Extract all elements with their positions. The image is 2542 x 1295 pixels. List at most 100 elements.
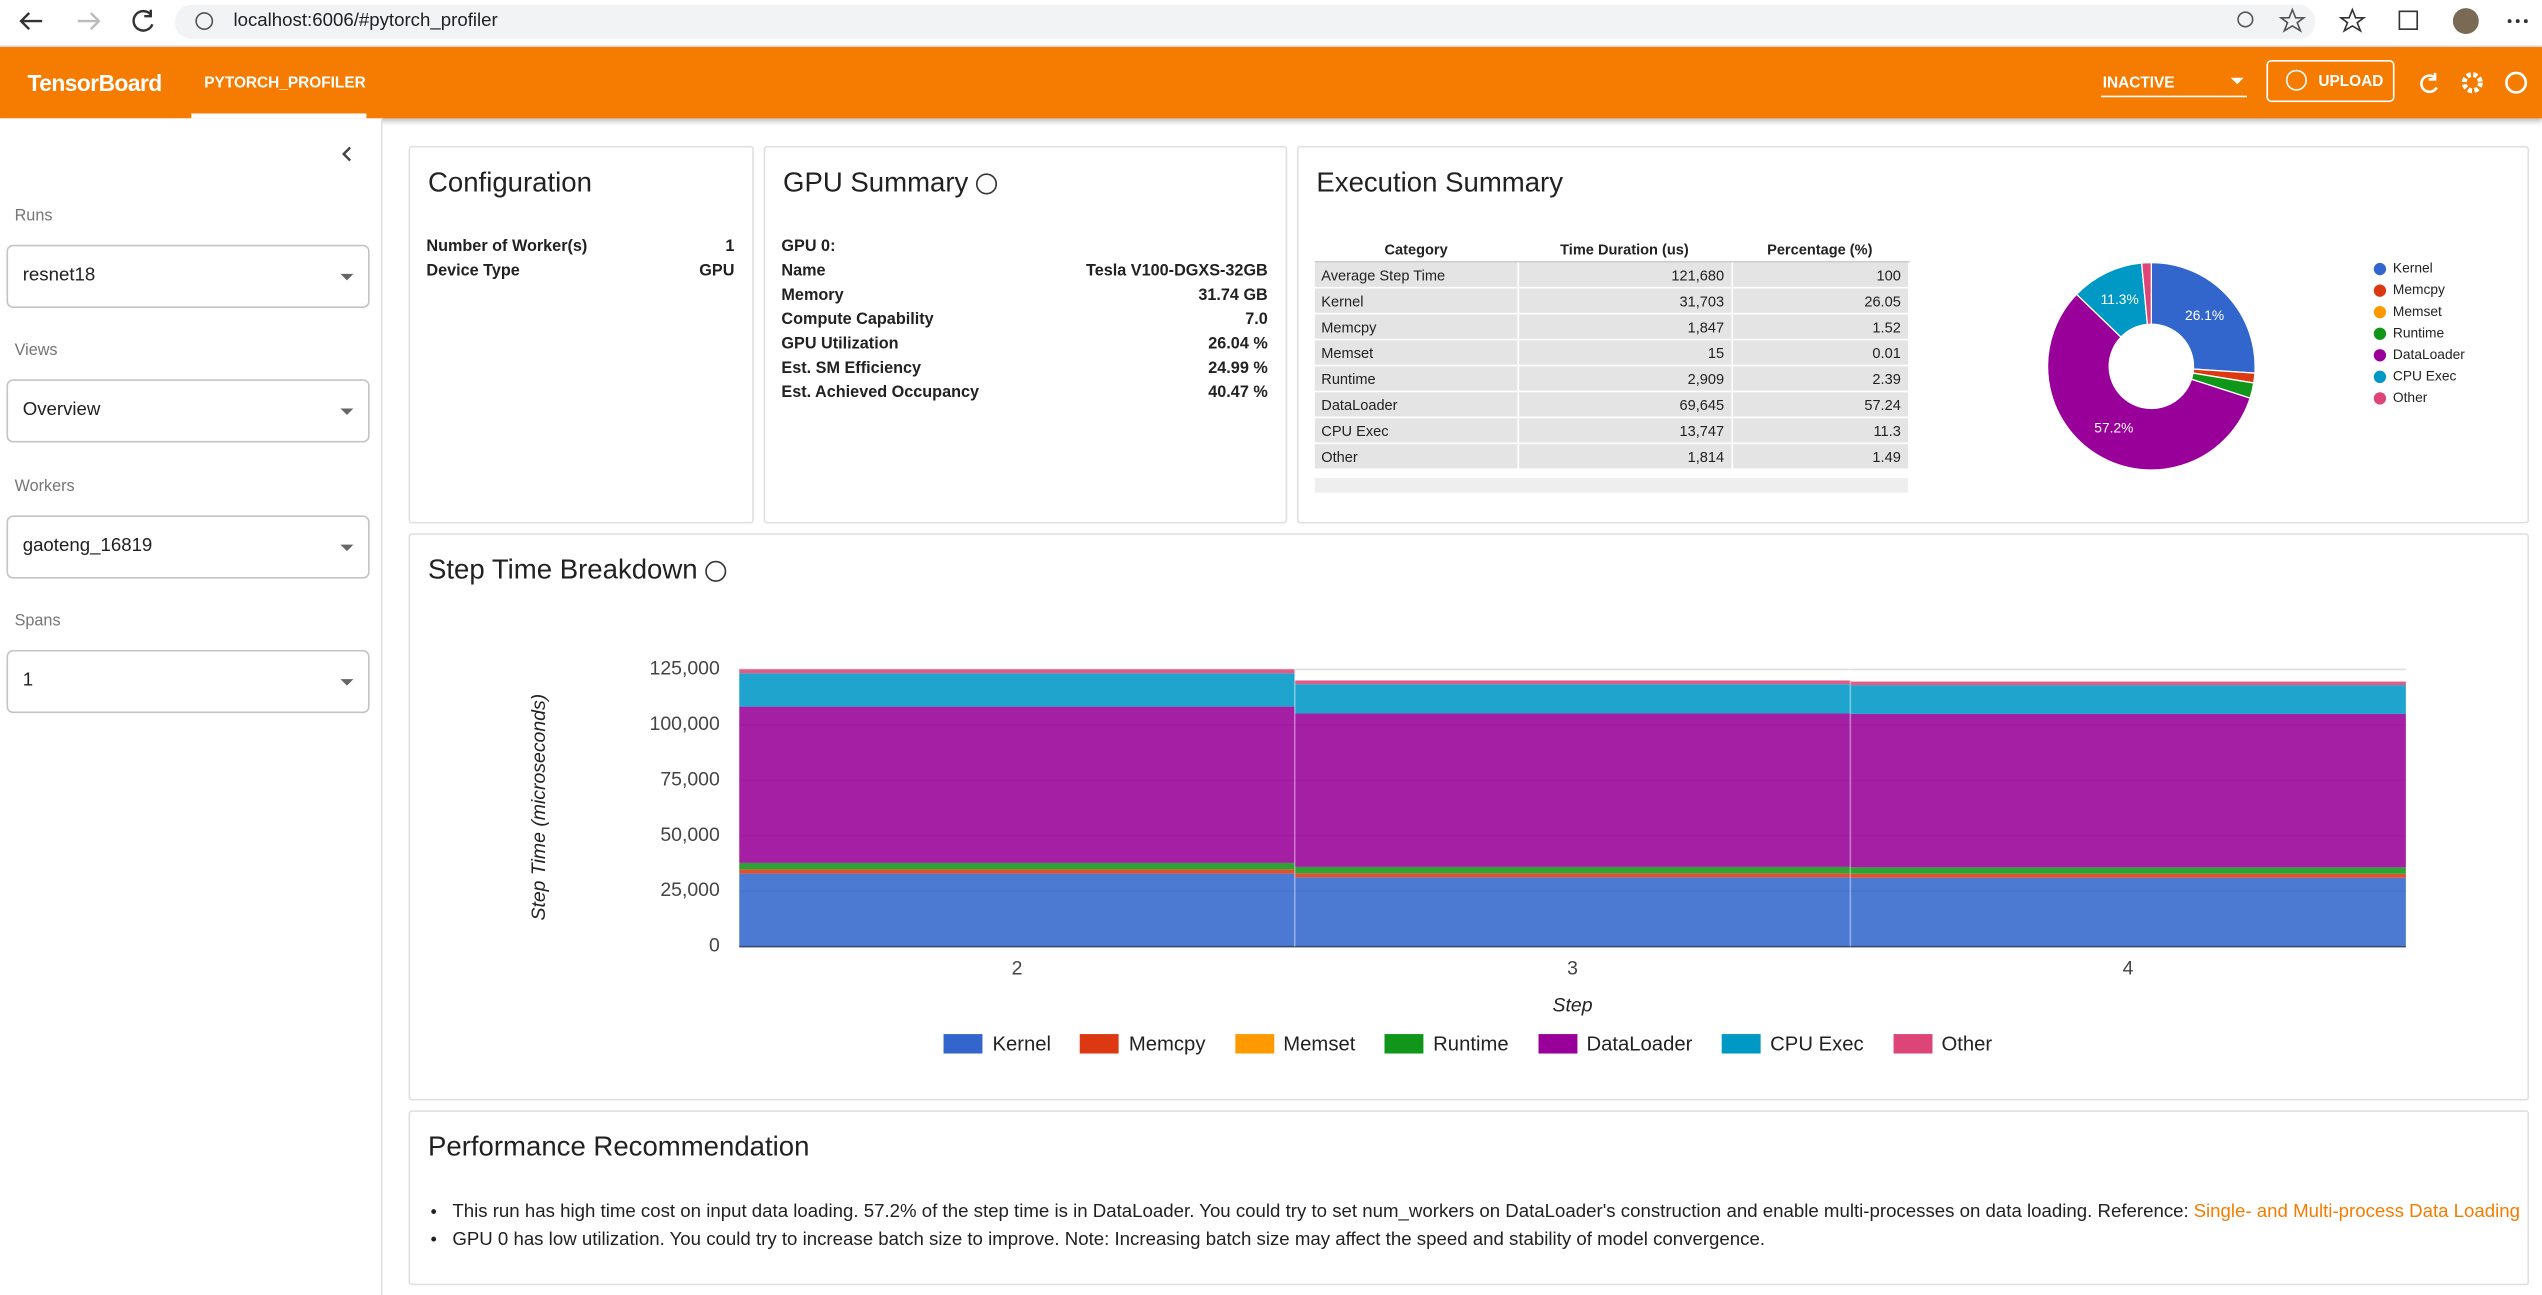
row-value: 40.47 %: [1208, 384, 1268, 402]
legend-item[interactable]: Other: [1892, 1032, 1992, 1055]
card-title: Execution Summary: [1316, 166, 1564, 198]
title-text: GPU Summary: [783, 166, 969, 198]
table-cell: 69,645: [1517, 391, 1733, 419]
table-row: Runtime 2,909 2.39: [1314, 365, 1909, 393]
legend-swatch: [1537, 1034, 1577, 1054]
x-tick-label: 3: [1567, 957, 1578, 979]
select[interactable]: Overview: [6, 379, 370, 444]
menu-icon[interactable]: [2523, 19, 2528, 24]
legend-swatch: [1234, 1034, 1274, 1054]
recommendation-text: GPU 0 has low utilization. You could try…: [452, 1230, 1766, 1250]
collections-icon[interactable]: [2398, 10, 2419, 30]
tab-indicator: [191, 113, 367, 119]
reload-button[interactable]: [132, 9, 154, 32]
legend-item[interactable]: CPU Exec: [1721, 1032, 1864, 1055]
legend-label[interactable]: Other: [2393, 390, 2428, 405]
legend-swatch: [2373, 327, 2387, 340]
legend-swatch: [2373, 262, 2387, 276]
summary-row: Memory 31.74 GB: [781, 287, 1267, 305]
table-row: Kernel 31,703 26.05: [1314, 287, 1909, 315]
menu-icon[interactable]: [2515, 19, 2520, 24]
forward-button[interactable]: [77, 12, 101, 31]
header-row: Category Time Duration (us) Percentage (%): [1314, 236, 1909, 263]
area-legend: Kernel Memcpy Memset Runtime DataLoader CPU E…: [409, 1032, 2528, 1055]
profile-avatar[interactable]: [2452, 8, 2479, 35]
row-value: 7.0: [1245, 311, 1268, 330]
help-icon[interactable]: [2505, 71, 2528, 94]
row-label: Est. Achieved Occupancy: [781, 384, 980, 402]
configuration-card: Configuration: [408, 145, 754, 524]
legend-item[interactable]: DataLoader: [1537, 1032, 1692, 1055]
legend-swatch: [2373, 370, 2387, 383]
legend-item[interactable]: Kernel: [943, 1032, 1051, 1055]
legend-swatch: [2373, 284, 2387, 297]
select[interactable]: gaoteng_16819: [6, 515, 370, 579]
table-cell: Memset: [1314, 339, 1519, 367]
select[interactable]: 1: [6, 650, 370, 714]
upload-button[interactable]: UPLOAD: [2266, 59, 2395, 103]
legend-label[interactable]: Kernel: [2393, 261, 2433, 276]
select-value: gaoteng_16819: [22, 536, 153, 556]
table-scrollbar[interactable]: [1314, 478, 1909, 493]
field-label: Views: [14, 342, 58, 361]
legend-label[interactable]: DataLoader: [2393, 347, 2465, 362]
x-axis-title: Step: [1553, 995, 1593, 1017]
area-segment: [1294, 877, 1851, 947]
legend-label[interactable]: CPU Exec: [2393, 368, 2457, 383]
site-info-icon[interactable]: [195, 12, 214, 30]
row-label: Name: [781, 262, 826, 281]
area-segment: [1850, 685, 2406, 714]
header-icons: [2420, 71, 2528, 94]
legend-label[interactable]: Memcpy: [2393, 282, 2445, 297]
table-cell: 13,747: [1517, 417, 1733, 445]
zoom-icon[interactable]: [2237, 11, 2254, 28]
help-icon[interactable]: [705, 560, 727, 582]
collapse-button[interactable]: [0, 118, 381, 183]
legend-label[interactable]: Runtime: [2393, 325, 2445, 340]
dropdown-arrow: [340, 273, 354, 281]
x-tick-label: 2: [1012, 957, 1023, 979]
legend-item[interactable]: Memcpy: [1080, 1032, 1205, 1055]
area-segment: [1294, 873, 1851, 878]
select[interactable]: resnet18: [6, 244, 370, 308]
url[interactable]: localhost:6006/#pytorch_profiler: [233, 11, 498, 31]
pie-slice: [2046, 293, 2251, 471]
row-value: GPU: [699, 262, 735, 281]
favorites-icon[interactable]: [2338, 7, 2367, 33]
reload-status[interactable]: INACTIVE: [2102, 74, 2175, 93]
card-title: GPU Summary: [783, 166, 998, 199]
row-label: Device Type: [426, 262, 520, 281]
table-cell: 1,814: [1517, 443, 1733, 471]
favorite-icon[interactable]: [2278, 7, 2307, 33]
summary-row: Device Type GPU: [426, 263, 734, 281]
row-label: GPU Utilization: [781, 335, 899, 354]
column-header: Percentage (%): [1731, 236, 1909, 263]
area-segment: [1294, 684, 1851, 714]
table-cell: Runtime: [1314, 365, 1519, 393]
x-tick-label: 4: [2123, 957, 2134, 979]
gpu-device: GPU 0:: [781, 238, 836, 257]
area-segment: [1850, 873, 2406, 878]
y-tick-label: 100,000: [650, 713, 720, 735]
area-segment: [1850, 713, 2406, 868]
legend-item[interactable]: Memset: [1234, 1032, 1355, 1055]
back-button[interactable]: [19, 12, 43, 31]
legend-label[interactable]: Memset: [2393, 304, 2442, 319]
legend-item[interactable]: Runtime: [1384, 1032, 1509, 1055]
help-icon[interactable]: [976, 173, 998, 195]
refresh-icon[interactable]: [2420, 72, 2438, 94]
area-segment: [1294, 713, 1851, 867]
menu-icon[interactable]: [2507, 19, 2512, 24]
plugin-tab[interactable]: PYTORCH_PROFILER: [204, 74, 366, 93]
table-cell: 1,847: [1517, 313, 1733, 341]
summary-row: Number of Worker(s) 1: [426, 238, 734, 256]
address-bar[interactable]: [175, 4, 2316, 39]
y-tick-label: 25,000: [660, 879, 720, 901]
card-title: Performance Recommendation: [427, 1131, 810, 1163]
select-underline: [2101, 95, 2247, 98]
summary-row: Compute Capability 7.0: [781, 311, 1267, 329]
upload-icon: [2285, 69, 2307, 91]
reference-link[interactable]: Single- and Multi-process Data Loading: [2193, 1202, 2521, 1223]
